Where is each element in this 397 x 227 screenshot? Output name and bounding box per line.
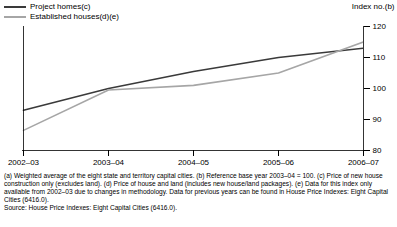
svg-text:Index no.(b): Index no.(b) (352, 2, 395, 11)
html-text:Established houses(d)(e): Established houses(d)(e) (30, 12, 119, 21)
svg-text:110: 110 (373, 53, 386, 62)
svg-text:90: 90 (373, 115, 382, 124)
html-text:(a) Weighted average of the ei: (a) Weighted average of the eight state … (4, 172, 388, 203)
svg-text:2004–05: 2004–05 (178, 158, 210, 167)
svg-text:120: 120 (373, 22, 387, 31)
svg-text:2006–07: 2006–07 (348, 158, 380, 167)
svg-text:2002–03: 2002–03 (8, 158, 40, 167)
svg-text:2003–04: 2003–04 (93, 158, 125, 167)
html-text:Project homes(c): Project homes(c) (30, 2, 91, 11)
svg-text:100: 100 (373, 84, 387, 93)
html-text:Source: House Price Indexes: E: Source: House Price Indexes: Eight Capit… (4, 204, 177, 211)
svg-text:2005–06: 2005–06 (263, 158, 295, 167)
svg-text:80: 80 (373, 146, 382, 155)
